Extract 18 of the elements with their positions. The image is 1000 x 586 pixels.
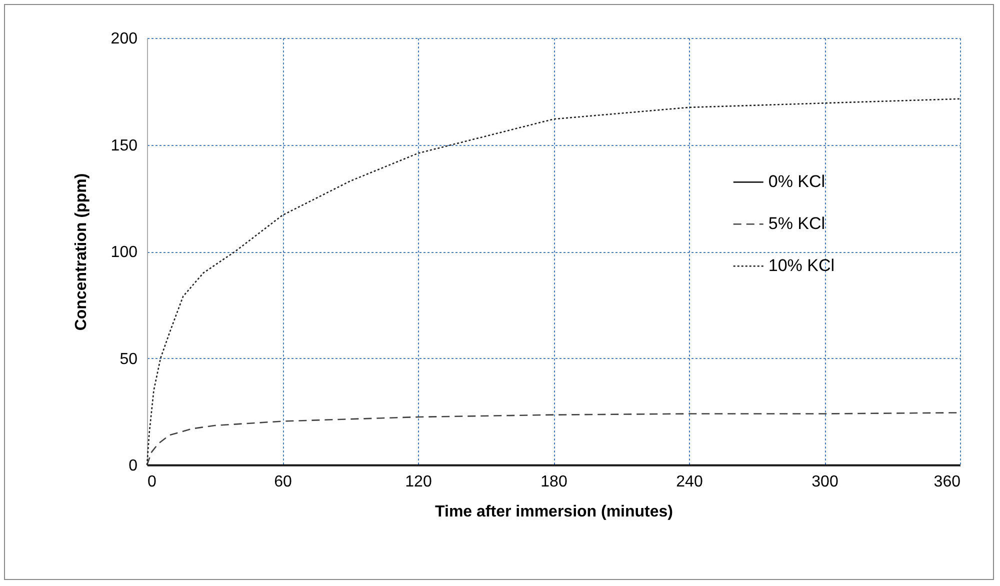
y-tick-label: 50 xyxy=(120,350,138,368)
legend-label: 5% KCl xyxy=(768,214,826,234)
y-tick-label: 150 xyxy=(110,137,138,154)
x-tick-label: 240 xyxy=(676,474,703,490)
y-tick-label: 200 xyxy=(110,30,138,48)
line-series xyxy=(146,98,961,466)
x-tick-label: 300 xyxy=(812,474,838,490)
y-tick-label: 100 xyxy=(110,244,138,261)
x-tick-label: 360 xyxy=(934,474,961,490)
x-tick-label: 60 xyxy=(274,474,292,490)
x-tick-label: 180 xyxy=(540,474,568,490)
legend-label: 0% KCl xyxy=(768,172,826,192)
y-axis-title: Concentration (ppm) xyxy=(72,173,90,331)
y-tick-label: 0 xyxy=(128,458,138,474)
x-tick-label: 0 xyxy=(148,474,156,490)
x-tick-label: 120 xyxy=(405,474,432,490)
legend-label: 10% KCl xyxy=(768,256,834,276)
x-axis-title: Time after immersion (minutes) xyxy=(435,504,673,520)
